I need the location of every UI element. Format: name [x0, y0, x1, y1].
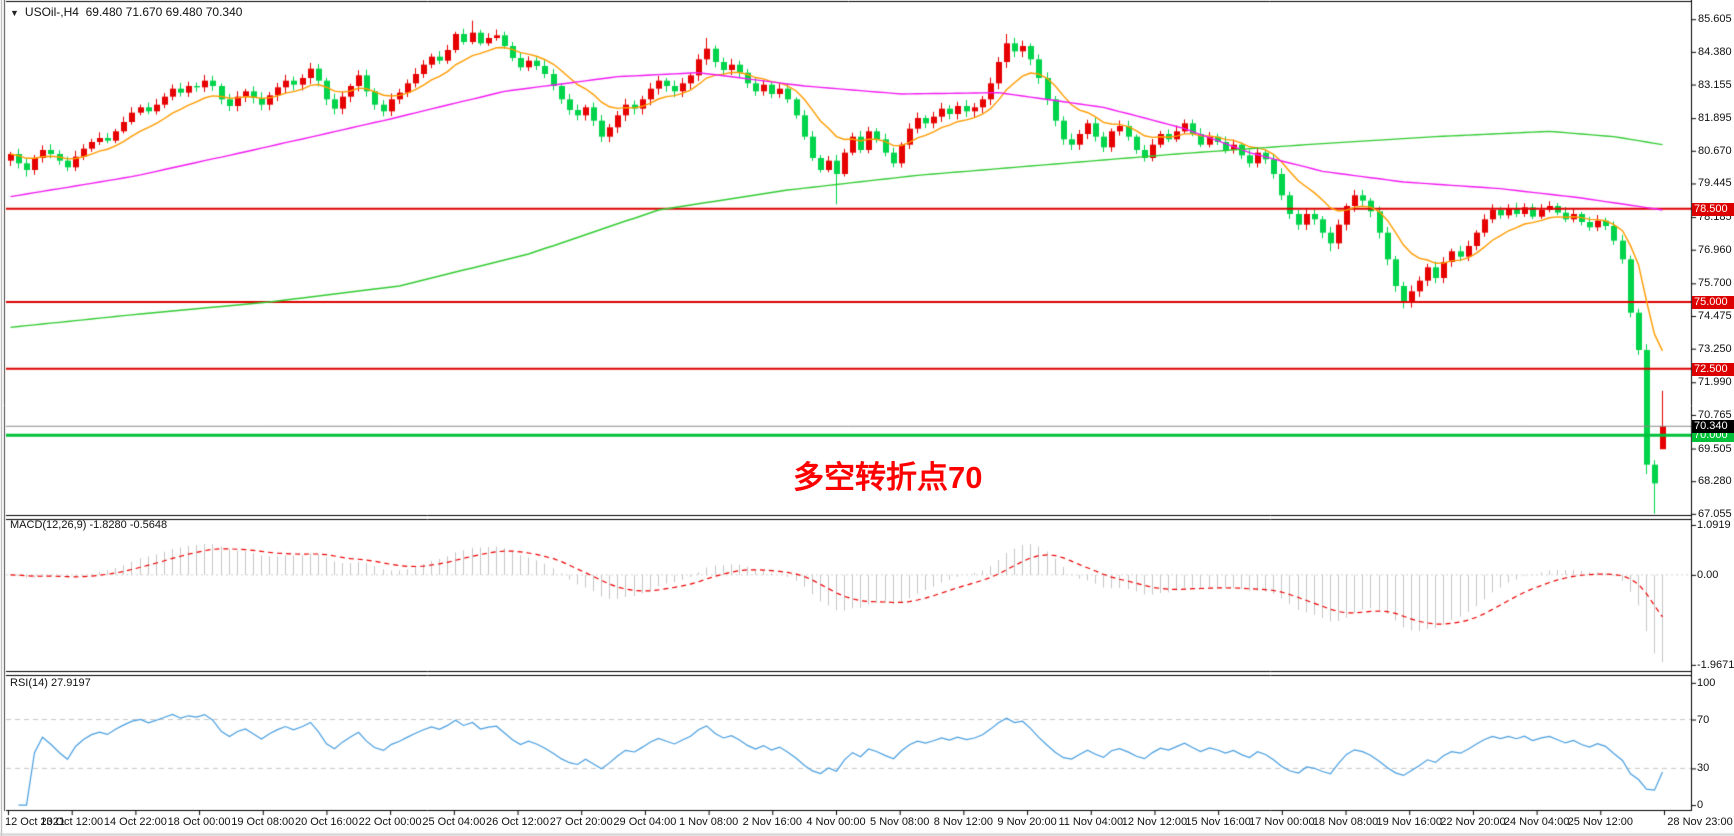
price-level-box: 78.500 [1692, 202, 1734, 216]
time-axis-label: 25 Nov 12:00 [1567, 816, 1634, 828]
symbol-dropdown-icon[interactable]: ▼ [10, 8, 19, 18]
macd-axis-label: 0.00 [1697, 568, 1719, 581]
price-axis-label: 69.505 [1698, 442, 1732, 455]
time-axis-label: 27 Oct 20:00 [549, 816, 613, 828]
time-axis-label: 17 Nov 00:00 [1249, 816, 1315, 828]
time-axis-label: 14 Oct 22:00 [103, 816, 167, 828]
time-axis-label: 28 Nov 23:00 [1667, 816, 1733, 828]
price-axis-label: 80.670 [1698, 144, 1732, 157]
price-axis-label: 85.605 [1698, 13, 1732, 26]
time-axis-label: 26 Oct 12:00 [486, 816, 550, 828]
time-axis-label: 24 Nov 04:00 [1503, 816, 1570, 828]
time-axis-label: 22 Nov 20:00 [1440, 816, 1506, 828]
time-axis-label: 19 Nov 16:00 [1376, 816, 1442, 828]
time-axis-label: 13 Oct 12:00 [40, 816, 104, 828]
price-axis-label: 73.250 [1698, 342, 1732, 355]
time-axis-label: 18 Oct 00:00 [167, 816, 231, 828]
rsi-indicator-label: RSI(14) 27.9197 [10, 677, 91, 689]
rsi-axis-label: 0 [1697, 799, 1704, 812]
time-axis-label: 9 Nov 20:00 [997, 816, 1057, 828]
time-axis-label: 5 Nov 08:00 [870, 816, 930, 828]
time-axis-label: 1 Nov 08:00 [678, 816, 739, 828]
time-axis-label: 12 Nov 12:00 [1121, 816, 1188, 828]
price-axis-label: 81.895 [1698, 112, 1732, 125]
price-level-box: 72.500 [1692, 362, 1734, 376]
ohlc-values: 69.480 71.670 69.480 70.340 [85, 5, 243, 19]
macd-axis-label: -1.9671 [1697, 658, 1734, 671]
macd-indicator-label: MACD(12,26,9) -1.8280 -0.5648 [10, 519, 168, 531]
time-axis-label: 2 Nov 16:00 [742, 816, 802, 828]
time-axis-label: 19 Oct 08:00 [231, 816, 295, 828]
current-price-box: 70.340 [1692, 420, 1734, 434]
time-axis-label: 29 Oct 04:00 [613, 816, 677, 828]
time-axis-label: 20 Oct 16:00 [294, 816, 358, 828]
price-axis-label: 75.700 [1698, 277, 1732, 290]
time-axis-label: 25 Oct 04:00 [422, 816, 486, 828]
price-level-box: 75.000 [1692, 296, 1734, 309]
time-axis-label: 22 Oct 00:00 [358, 816, 422, 828]
price-axis-label: 68.280 [1698, 475, 1732, 488]
time-axis-label: 8 Nov 12:00 [933, 816, 994, 828]
symbol-timeframe-label: USOil-,H4 [24, 5, 79, 19]
chart-annotation-text: 多空转折点70 [793, 460, 983, 495]
time-axis-label: 12 Oct 2021 [5, 816, 65, 828]
time-axis-label: 18 Nov 08:00 [1312, 816, 1379, 828]
time-axis-label: 15 Nov 16:00 [1185, 816, 1251, 828]
price-axis-label: 71.990 [1698, 376, 1732, 389]
price-axis-label: 79.445 [1698, 177, 1732, 190]
price-axis-label: 74.475 [1698, 310, 1732, 322]
price-axis-label: 76.960 [1698, 243, 1732, 256]
time-axis-label: 11 Nov 04:00 [1058, 816, 1124, 828]
chart-title: ▼ USOil-,H4 69.480 71.670 69.480 70.340 [10, 5, 242, 19]
price-axis-label: 83.155 [1698, 78, 1732, 91]
time-axis-label: 4 Nov 00:00 [806, 816, 866, 828]
macd-axis-label: 1.0919 [1697, 518, 1731, 531]
price-axis-label: 67.055 [1698, 507, 1732, 520]
rsi-axis-label: 70 [1697, 713, 1710, 726]
price-axis-label: 84.380 [1698, 45, 1732, 58]
price-axis-label: 70.765 [1698, 408, 1732, 421]
rsi-axis-label: 30 [1697, 762, 1710, 775]
rsi-axis-label: 100 [1697, 676, 1716, 689]
